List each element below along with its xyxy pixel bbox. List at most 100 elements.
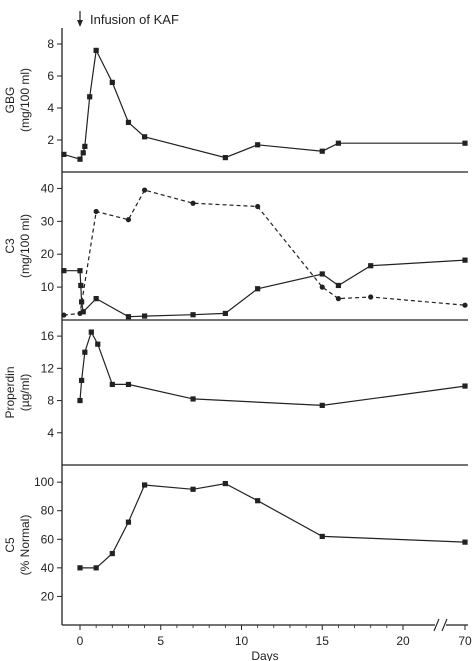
- data-point: [319, 402, 325, 408]
- data-point: [368, 294, 374, 300]
- panel-3: 4 8 12 16 Properdin(µg/ml): [3, 329, 468, 466]
- y-tick-label: 4: [47, 101, 54, 115]
- data-point: [125, 217, 132, 223]
- data-point: [77, 397, 83, 404]
- y-tick-label: 16: [41, 329, 55, 343]
- y-axis-label-line: (µg/ml): [18, 374, 32, 412]
- x-tick-label: 10: [235, 634, 249, 648]
- data-point: [142, 187, 148, 193]
- data-point: [77, 268, 83, 274]
- data-point: [77, 310, 83, 317]
- data-point: [77, 156, 83, 162]
- data-point: [335, 282, 341, 289]
- y-axis-label-line: (mg/100 ml): [18, 68, 32, 132]
- data-point: [142, 482, 148, 488]
- data-point: [80, 150, 86, 156]
- series-line-2: [63, 189, 466, 316]
- y-tick-label: 4: [47, 426, 54, 440]
- data-point: [80, 309, 86, 315]
- x-tick-label: 70: [458, 634, 472, 648]
- panel-4: 20 40 60 80 100 C5(% Normal): [3, 475, 468, 603]
- y-axis-label-line: GBG: [3, 87, 17, 114]
- data-point: [125, 119, 132, 125]
- data-point: [93, 296, 99, 302]
- y-tick-label: 80: [41, 504, 55, 518]
- data-point: [222, 155, 228, 161]
- y-tick-label: 10: [41, 280, 55, 294]
- data-point: [109, 79, 115, 85]
- data-point: [82, 143, 88, 149]
- y-tick-label: 60: [41, 532, 55, 546]
- y-axis-label-line: C5: [3, 537, 17, 553]
- data-point: [61, 268, 67, 274]
- data-point: [462, 539, 468, 545]
- data-point: [319, 271, 325, 277]
- y-tick-label: 40: [41, 561, 55, 575]
- data-point: [93, 47, 99, 53]
- data-point: [255, 203, 261, 210]
- axis-break-mark: [433, 618, 440, 632]
- data-point: [61, 151, 67, 157]
- data-point: [255, 142, 261, 148]
- x-axis: 0 5 10 15 20 70 Days: [62, 618, 472, 661]
- data-point: [190, 200, 196, 206]
- y-tick-label: 8: [47, 394, 54, 408]
- series-line-1: [79, 330, 466, 407]
- data-point: [190, 486, 196, 492]
- data-point: [319, 533, 325, 540]
- x-tick-label: 5: [157, 634, 164, 648]
- data-point: [255, 498, 261, 504]
- y-tick-label: 6: [47, 69, 54, 83]
- series-line-1: [63, 259, 466, 318]
- y-axis-label: C5(% Normal): [3, 515, 32, 576]
- panel-1: 2 4 6 8 GBG(mg/100 ml) Infusion of KAF: [3, 11, 468, 173]
- x-tick-label: 0: [77, 634, 84, 648]
- y-tick-label: 8: [47, 37, 54, 51]
- data-point: [222, 310, 228, 317]
- data-point: [142, 134, 148, 140]
- y-tick-label: 20: [41, 589, 55, 603]
- infusion-arrow-head: [77, 20, 83, 27]
- data-point: [79, 377, 85, 384]
- data-point: [125, 519, 132, 525]
- y-axis-label-line: (% Normal): [18, 515, 32, 576]
- data-point: [93, 208, 99, 215]
- data-point: [78, 282, 84, 289]
- data-point: [462, 140, 468, 146]
- series-line-1: [80, 482, 466, 569]
- y-tick-label: 30: [41, 214, 55, 228]
- y-tick-label: 12: [41, 361, 55, 375]
- chart-panels: 2 4 6 8 GBG(mg/100 ml) Infusion of KAF 10 20 30 4…: [3, 11, 468, 625]
- y-tick-label: 40: [41, 181, 55, 195]
- data-point: [222, 480, 228, 487]
- infusion-annotation: Infusion of KAF: [90, 12, 179, 27]
- data-point: [125, 314, 132, 320]
- data-point: [335, 296, 341, 302]
- data-point: [335, 140, 341, 146]
- data-point: [190, 396, 196, 402]
- data-point: [462, 257, 468, 263]
- data-point: [109, 381, 115, 388]
- data-point: [87, 94, 93, 100]
- data-point: [255, 286, 261, 292]
- data-point: [93, 565, 99, 571]
- data-point: [142, 313, 148, 319]
- y-axis-label-line: C3: [3, 238, 17, 254]
- y-tick-label: 20: [41, 247, 55, 261]
- data-point: [462, 383, 468, 389]
- y-axis-label: C3(mg/100 ml): [3, 214, 32, 278]
- x-axis-label: Days: [251, 649, 278, 661]
- y-tick-label: 2: [47, 133, 54, 147]
- data-point: [319, 148, 325, 154]
- y-tick-label: 100: [34, 475, 54, 489]
- data-point: [77, 565, 83, 571]
- data-point: [79, 299, 85, 305]
- y-axis-label: GBG(mg/100 ml): [3, 68, 32, 132]
- data-point: [319, 284, 325, 290]
- data-point: [368, 263, 374, 269]
- y-axis-label-line: Properdin: [3, 366, 17, 418]
- data-point: [88, 329, 94, 335]
- data-point: [462, 302, 468, 308]
- data-point: [125, 381, 132, 388]
